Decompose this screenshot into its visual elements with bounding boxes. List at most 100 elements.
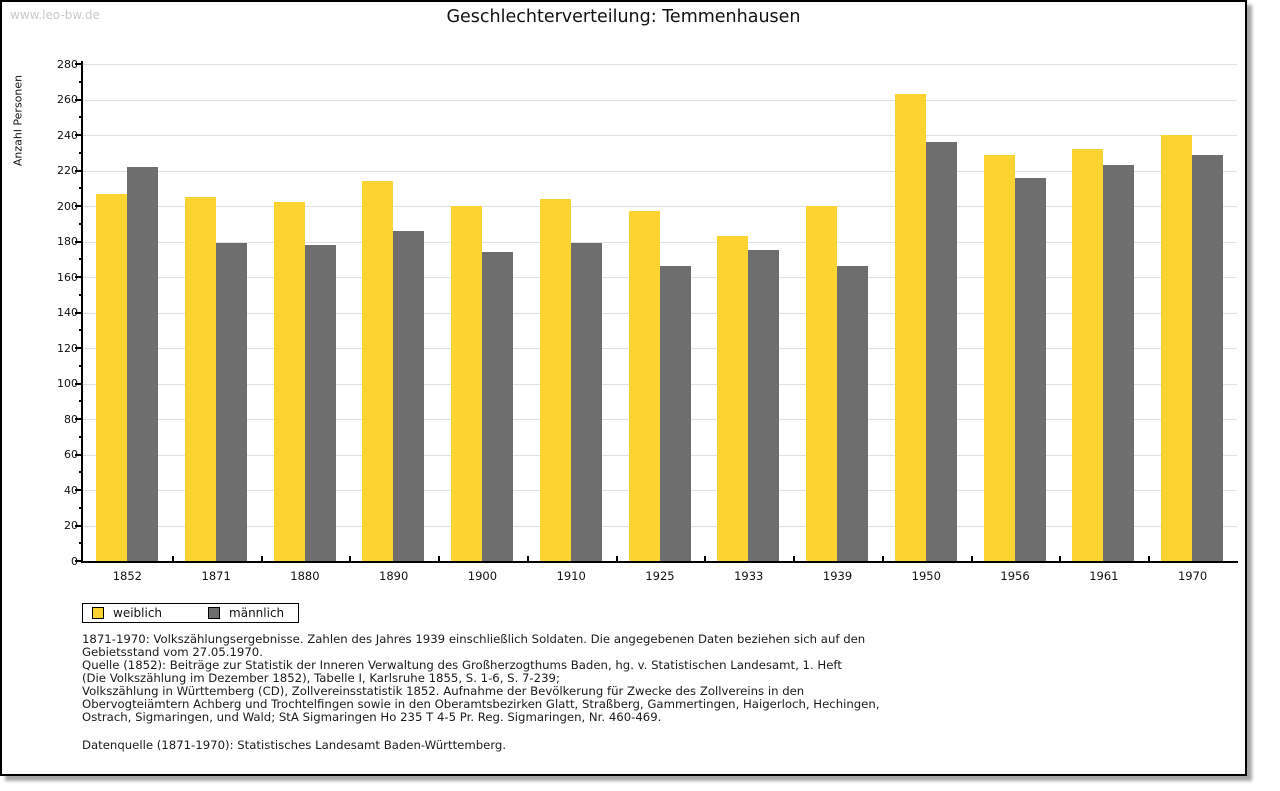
x-tick — [171, 556, 174, 561]
y-tick-label: 160 — [57, 270, 78, 284]
gridline — [83, 241, 1237, 243]
y-tick-label: 100 — [57, 377, 78, 390]
footnote-line: Gebietsstand vom 27.05.1970. — [82, 645, 263, 659]
y-tick-label: 60 — [64, 448, 78, 461]
bar-weiblich-1939 — [806, 206, 838, 561]
footnotes: 1871-1970: Volkszählungsergebnisse. Zahl… — [82, 633, 880, 724]
y-tick-label: 20 — [64, 519, 78, 532]
x-category-label: 1961 — [1089, 569, 1119, 583]
bar-männlich-1890 — [393, 230, 425, 561]
y-tick — [75, 240, 83, 243]
bar-männlich-1852 — [127, 166, 158, 561]
y-tick-label: 140 — [57, 306, 78, 319]
y-tick-label: 240 — [57, 128, 78, 142]
bar-weiblich-1910 — [539, 198, 571, 561]
y-tick — [75, 489, 83, 491]
legend-item-maennlich: männlich — [208, 606, 284, 620]
x-category-label: 1939 — [822, 569, 853, 583]
x-category-label: 1871 — [201, 569, 231, 583]
x-category-label: 1970 — [1177, 569, 1208, 583]
y-tick-label: 40 — [64, 483, 78, 497]
y-tick — [75, 205, 83, 207]
legend-label-weiblich: weiblich — [113, 606, 163, 620]
x-tick — [881, 556, 884, 561]
datasource-note: Datenquelle (1871-1970): Statistisches L… — [82, 738, 507, 752]
legend-item-weiblich: weiblich — [92, 606, 162, 620]
bar-männlich-1933 — [748, 250, 780, 561]
footnote-line: Ostrach, Sigmaringen, und Wald; StA Sigm… — [82, 710, 662, 724]
x-tick — [349, 556, 352, 561]
footnote-line: (Die Volkszählung im Dezember 1852), Tab… — [82, 671, 560, 685]
x-category-label: 1956 — [1000, 569, 1030, 583]
y-tick — [75, 311, 83, 314]
footnote-line: Volkszählung in Württemberg (CD), Zollve… — [82, 684, 805, 698]
legend-swatch-maennlich — [208, 607, 221, 619]
y-tick-label: 200 — [57, 199, 78, 213]
x-tick — [615, 556, 618, 561]
y-tick — [75, 524, 83, 527]
gridline — [83, 206, 1237, 207]
bar-weiblich-1933 — [717, 236, 749, 561]
x-category-label: 1910 — [556, 569, 586, 583]
y-tick — [75, 418, 83, 420]
x-category-label: 1950 — [911, 569, 941, 583]
bar-männlich-1961 — [1103, 165, 1135, 561]
y-tick — [75, 169, 83, 172]
x-tick — [1059, 556, 1062, 561]
x-axis — [81, 561, 1238, 563]
bar-weiblich-1925 — [628, 211, 660, 561]
footnote-line: Obervogteiämtern Achberg und Trochtelfin… — [82, 697, 880, 711]
gridline — [83, 64, 1237, 65]
legend-swatch-weiblich — [92, 607, 104, 619]
y-tick — [75, 276, 83, 278]
watermark: www.leo-bw.de — [10, 8, 100, 22]
y-tick-label: 260 — [57, 93, 78, 106]
bar-männlich-1956 — [1014, 177, 1046, 561]
y-tick-label: 220 — [57, 164, 78, 177]
gridline — [83, 99, 1237, 101]
bar-weiblich-1852 — [96, 193, 127, 561]
footnote-line: Quelle (1852): Beiträge zur Statistik de… — [82, 658, 842, 672]
x-tick — [704, 556, 707, 561]
bar-weiblich-1900 — [451, 206, 483, 561]
bar-männlich-1925 — [659, 266, 691, 561]
page-title: Geschlechterverteilung: Temmenhausen — [446, 7, 801, 27]
bar-männlich-1939 — [837, 266, 869, 561]
bar-männlich-1950 — [925, 142, 957, 561]
bar-männlich-1900 — [482, 252, 514, 561]
x-tick — [970, 556, 973, 561]
bar-weiblich-1961 — [1072, 149, 1104, 561]
bar-männlich-1910 — [570, 243, 602, 561]
bar-weiblich-1880 — [273, 202, 305, 561]
chart-frame: www.leo-bw.de Geschlechterverteilung: Te… — [0, 0, 1247, 776]
x-tick — [1148, 556, 1151, 561]
footnote-line: 1871-1970: Volkszählungsergebnisse. Zahl… — [82, 632, 866, 646]
y-tick — [75, 63, 83, 65]
y-tick — [75, 560, 83, 562]
bar-weiblich-1950 — [894, 94, 926, 561]
y-tick — [75, 453, 83, 456]
y-tick — [75, 134, 83, 136]
x-category-label: 1890 — [379, 569, 409, 583]
bar-weiblich-1956 — [983, 154, 1015, 561]
x-category-label: 1880 — [290, 569, 320, 583]
y-tick-label: 280 — [57, 57, 78, 71]
bar-männlich-1970 — [1192, 154, 1224, 561]
x-tick — [526, 556, 529, 561]
bar-weiblich-1890 — [362, 181, 394, 561]
x-category-label: 1852 — [112, 569, 143, 583]
y-tick — [75, 347, 83, 349]
legend: weiblich männlich — [82, 603, 300, 623]
bar-weiblich-1970 — [1161, 135, 1193, 561]
x-tick — [793, 556, 796, 561]
y-tick — [75, 382, 83, 385]
y-axis — [81, 61, 83, 562]
x-tick — [260, 556, 263, 561]
x-category-label: 1925 — [645, 569, 675, 583]
gridline — [83, 170, 1237, 172]
gridline — [83, 135, 1237, 136]
bar-chart: 0 20 40 60 80 100 120 140 160 180 200 220 240 260 280 1… — [2, 2, 1245, 774]
y-tick-label: 80 — [64, 412, 78, 426]
x-category-label: 1933 — [734, 569, 764, 583]
y-tick-label: 180 — [57, 235, 78, 248]
